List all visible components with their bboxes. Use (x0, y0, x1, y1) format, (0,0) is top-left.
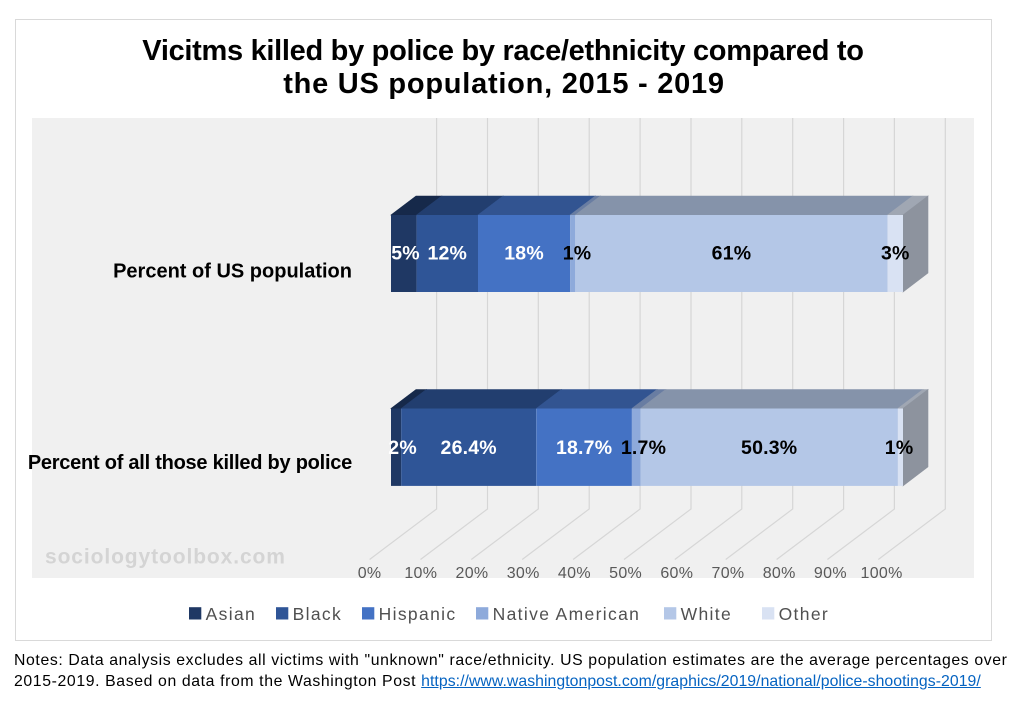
svg-text:1%: 1% (563, 243, 592, 265)
svg-text:Percent of all those killed by: Percent of all those killed by police (28, 452, 352, 474)
svg-text:Black: Black (293, 604, 343, 624)
svg-text:100%: 100% (861, 565, 903, 582)
svg-text:50.3%: 50.3% (741, 437, 797, 459)
svg-text:20%: 20% (456, 565, 489, 582)
svg-text:80%: 80% (763, 565, 796, 582)
svg-text:Percent of US population: Percent of US population (113, 261, 352, 283)
svg-text:Vicitms killed by police by ra: Vicitms killed by police by race/ethnici… (142, 35, 863, 67)
svg-text:White: White (681, 604, 732, 624)
svg-text:2%: 2% (388, 437, 417, 459)
svg-text:0%: 0% (358, 565, 382, 582)
svg-text:10%: 10% (404, 565, 437, 582)
svg-text:1%: 1% (885, 437, 914, 459)
svg-text:the US population, 2015 - 2019: the US population, 2015 - 2019 (283, 68, 725, 100)
svg-text:3%: 3% (881, 243, 910, 265)
svg-text:1.7%: 1.7% (621, 437, 666, 459)
svg-text:12%: 12% (427, 243, 467, 265)
svg-text:18.7%: 18.7% (556, 437, 612, 459)
svg-text:5%: 5% (391, 243, 420, 265)
svg-text:60%: 60% (660, 565, 693, 582)
svg-text:30%: 30% (507, 565, 540, 582)
svg-text:26.4%: 26.4% (441, 437, 497, 459)
svg-text:61%: 61% (712, 243, 752, 265)
svg-text:Other: Other (779, 604, 830, 624)
svg-text:Native American: Native American (493, 604, 641, 624)
svg-text:40%: 40% (558, 565, 591, 582)
svg-text:sociologytoolbox.com: sociologytoolbox.com (45, 546, 286, 569)
svg-text:90%: 90% (814, 565, 847, 582)
svg-text:70%: 70% (712, 565, 745, 582)
svg-text:Hispanic: Hispanic (379, 604, 457, 624)
svg-text:50%: 50% (609, 565, 642, 582)
svg-text:Asian: Asian (206, 604, 257, 624)
svg-text:18%: 18% (504, 243, 544, 265)
